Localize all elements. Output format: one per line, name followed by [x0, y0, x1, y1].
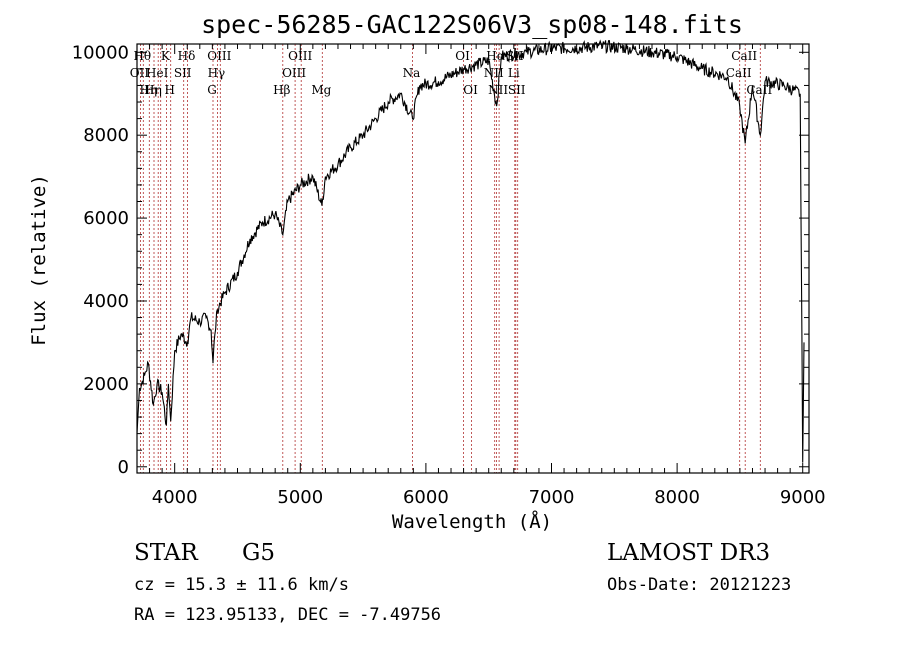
x-axis-ticks: 4000 5000 6000 7000 8000 9000 [149, 44, 826, 508]
line-marker-label-3: Hη [144, 83, 162, 97]
y-tick-label: 8000 [83, 125, 129, 146]
y-axis-ticks: 0 2000 4000 6000 8000 10000 [72, 42, 809, 478]
line-marker-label-9: Hδ [178, 49, 196, 63]
line-marker-label-15: OIII [288, 49, 312, 63]
plot-frame [136, 43, 810, 474]
line-marker-label-11: Hγ [208, 66, 226, 80]
line-marker-label-21: Hα [486, 49, 505, 63]
y-tick-label: 2000 [83, 374, 129, 395]
x-tick-label: 9000 [780, 487, 826, 508]
y-tick-label: 10000 [72, 42, 129, 63]
line-marker-label-18: OI [455, 49, 470, 63]
redshift-text: cz = 15.3 ± 11.6 km/s [134, 575, 349, 595]
line-marker-label-19: OI [463, 83, 478, 97]
y-tick-label: 0 [118, 457, 129, 478]
line-marker-label-0: OII [130, 66, 150, 80]
line-marker-label-13: Hβ [273, 83, 290, 97]
object-class: STAR [134, 540, 198, 566]
x-tick-label: 8000 [654, 487, 700, 508]
line-marker-group [139, 44, 761, 473]
line-marker-label-2: Hη [139, 83, 157, 97]
x-tick-label: 5000 [277, 487, 323, 508]
line-marker-label-27: CaII [731, 49, 757, 63]
line-marker-label-group: OIIHθHηHηHeIKHSIIHδGHγOIIIHβOIIIOIIIMgNa… [130, 49, 773, 97]
line-marker-label-6: K [161, 49, 171, 63]
line-marker-label-14: OIII [282, 66, 306, 80]
line-marker-label-23: Li [508, 66, 520, 80]
line-marker-label-1: Hθ [133, 49, 151, 63]
line-marker-label-12: OIII [207, 49, 231, 63]
x-tick-label: 6000 [403, 487, 449, 508]
line-marker-label-4: HeI [146, 66, 169, 80]
x-axis-label: Wavelength (Å) [392, 510, 552, 533]
coords-text: RA = 123.95133, DEC = -7.49756 [134, 605, 441, 625]
spectrum-line [136, 39, 805, 463]
obs-date-text: Obs-Date: 20121223 [607, 575, 791, 595]
y-axis-label: Flux (relative) [28, 174, 50, 346]
x-tick-label: 7000 [529, 487, 575, 508]
line-marker-label-7: H [164, 83, 174, 97]
line-marker-label-25: SII [508, 83, 526, 97]
y-tick-label: 4000 [83, 291, 129, 312]
x-tick-label: 4000 [152, 487, 198, 508]
line-marker-label-26: CaII [726, 66, 752, 80]
line-marker-label-28: CaII [746, 83, 772, 97]
chart-title: spec-56285-GAC122S06V3_sp08-148.fits [201, 10, 743, 39]
line-marker-label-8: SII [174, 66, 192, 80]
line-marker-label-17: Na [403, 66, 421, 80]
line-marker-label-16: Mg [311, 83, 331, 97]
y-tick-label: 6000 [83, 208, 129, 229]
object-subclass: G5 [242, 540, 275, 566]
survey-name: LAMOST DR3 [607, 540, 770, 566]
line-marker-label-10: G [207, 83, 217, 97]
